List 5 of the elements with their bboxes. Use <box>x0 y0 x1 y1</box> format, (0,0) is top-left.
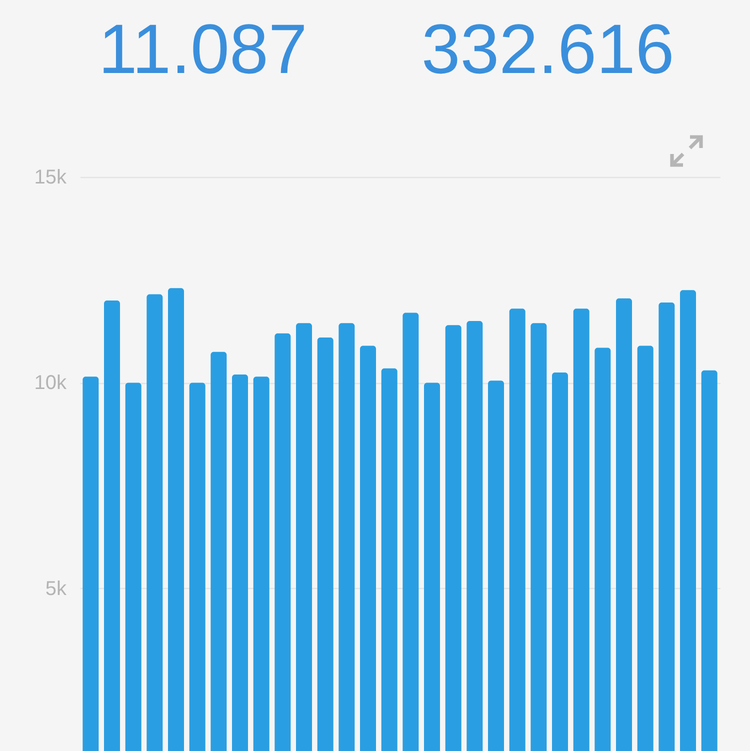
y-tick-label: 10k <box>34 372 68 394</box>
text: 332.616 <box>421 10 674 88</box>
text: 11.087 <box>98 10 308 88</box>
y-tick-label: 15k <box>34 166 68 188</box>
y-tick-label: 5k <box>45 578 68 600</box>
